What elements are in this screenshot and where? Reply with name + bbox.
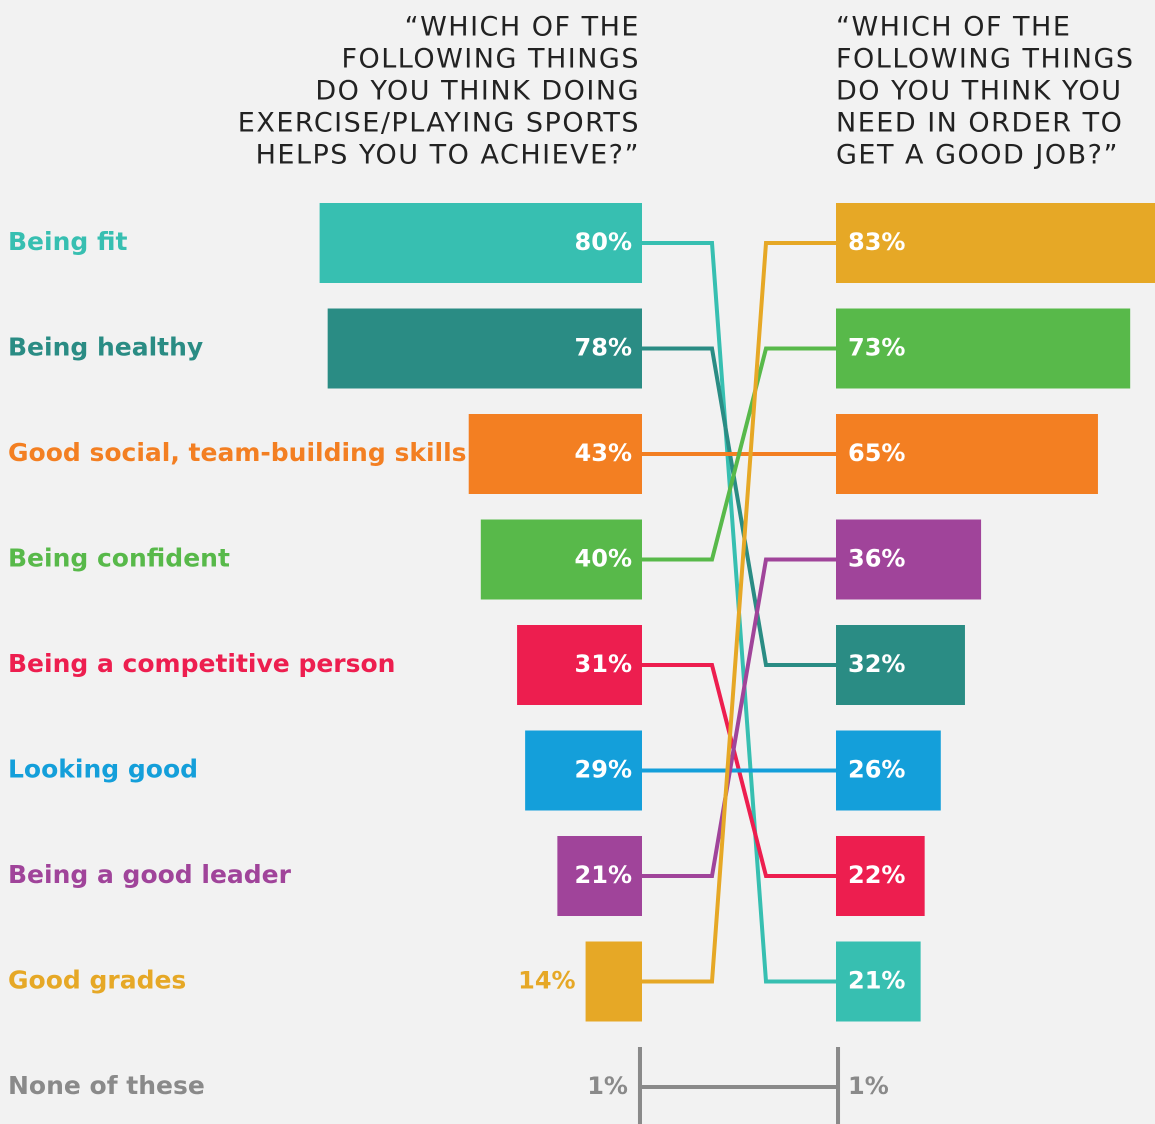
left-title: HELPS YOU TO ACHIEVE?” — [256, 140, 640, 171]
right-value-label: 32% — [848, 650, 905, 678]
right-bar — [836, 625, 965, 705]
right-bar — [836, 730, 941, 811]
right-bar — [836, 203, 1155, 283]
right-value-label: 1% — [848, 1072, 889, 1100]
right-title: FOLLOWING THINGS — [836, 44, 1135, 75]
left-value-label: 80% — [575, 228, 632, 256]
category-label: Looking good — [8, 755, 198, 784]
left-value-label: 29% — [575, 756, 632, 784]
right-title: GET A GOOD JOB?” — [836, 140, 1119, 171]
left-value-label: 14% — [518, 967, 575, 995]
left-bar — [525, 730, 642, 811]
right-bar — [836, 308, 1131, 389]
right-value-label: 65% — [848, 439, 905, 467]
left-bar — [585, 941, 642, 1022]
left-value-label: 40% — [575, 545, 632, 573]
right-bar — [836, 836, 925, 916]
left-value-label: 1% — [587, 1072, 628, 1100]
right-value-label: 83% — [848, 228, 905, 256]
right-title: DO YOU THINK YOU — [836, 76, 1123, 107]
right-bar — [836, 519, 982, 600]
connector — [642, 346, 836, 562]
left-bar — [557, 836, 642, 916]
right-value-label: 26% — [848, 756, 905, 784]
right-value-label: 36% — [848, 545, 905, 573]
left-title: DO YOU THINK DOING — [315, 76, 640, 107]
left-title: FOLLOWING THINGS — [341, 44, 640, 75]
left-value-label: 43% — [575, 439, 632, 467]
category-label: Good grades — [8, 966, 186, 995]
left-bar — [517, 625, 642, 705]
left-bar — [468, 414, 642, 494]
connector — [642, 346, 836, 667]
category-label: Being a good leader — [8, 860, 292, 889]
connector — [642, 557, 836, 878]
right-value-label: 73% — [848, 334, 905, 362]
right-bar — [836, 941, 921, 1022]
right-value-label: 21% — [848, 967, 905, 995]
right-title: NEED IN ORDER TO — [836, 108, 1123, 139]
left-bar — [319, 203, 642, 283]
category-label: Good social, team-building skills — [8, 438, 467, 467]
left-bar — [327, 308, 642, 389]
left-title: EXERCISE/PLAYING SPORTS — [238, 108, 640, 139]
right-bar — [836, 1047, 841, 1124]
category-label: None of these — [8, 1071, 205, 1100]
right-bar — [836, 414, 1098, 494]
left-bar — [480, 519, 642, 600]
right-value-label: 22% — [848, 861, 905, 889]
category-label: Being a competitive person — [8, 649, 395, 678]
right-title: “WHICH OF THE — [836, 12, 1071, 43]
category-label: Being healthy — [8, 333, 203, 362]
category-label: Being confident — [8, 544, 230, 573]
left-bar — [637, 1047, 642, 1124]
left-value-label: 78% — [575, 334, 632, 362]
category-label: Being fit — [8, 227, 128, 256]
left-value-label: 21% — [575, 861, 632, 889]
left-title: “WHICH OF THE — [405, 12, 640, 43]
connector — [642, 241, 836, 984]
left-value-label: 31% — [575, 650, 632, 678]
